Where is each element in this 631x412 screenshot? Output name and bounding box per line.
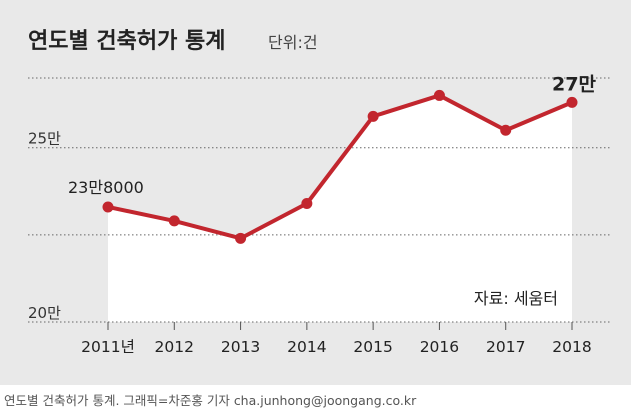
x-tick-label: 2011년 xyxy=(81,338,135,356)
data-label: 27만 xyxy=(552,73,596,95)
line-chart: 연도별 건축허가 통계 단위:건 20만 25만 2011년 2012 2013 2014… xyxy=(28,29,610,356)
y-tick-label: 25만 xyxy=(28,130,61,148)
x-tick-label: 2015 xyxy=(353,338,392,356)
source-note: 자료: 세움터 xyxy=(474,289,558,308)
data-point xyxy=(102,201,114,213)
data-point xyxy=(367,110,379,122)
y-tick-label: 20만 xyxy=(28,304,61,322)
x-tick-label: 2012 xyxy=(155,338,194,356)
data-point xyxy=(301,197,313,209)
unit-label: 단위:건 xyxy=(268,33,318,52)
image-caption: 연도별 건축허가 통계. 그래픽=차준홍 기자 cha.junhong@joon… xyxy=(4,393,417,408)
series-line xyxy=(106,93,574,241)
area-fill xyxy=(108,95,572,322)
data-point xyxy=(168,215,180,227)
data-point xyxy=(500,124,512,136)
x-tick-label: 2013 xyxy=(221,338,260,356)
x-tick-label: 2016 xyxy=(420,338,459,356)
x-tick-label: 2017 xyxy=(486,338,525,356)
data-point xyxy=(566,96,578,108)
x-tick-label: 2014 xyxy=(287,338,326,356)
data-label: 23만8000 xyxy=(68,178,144,197)
data-point xyxy=(433,89,445,101)
data-point xyxy=(235,232,247,244)
chart-title: 연도별 건축허가 통계 xyxy=(28,29,225,54)
x-tick-label: 2018 xyxy=(552,338,591,356)
